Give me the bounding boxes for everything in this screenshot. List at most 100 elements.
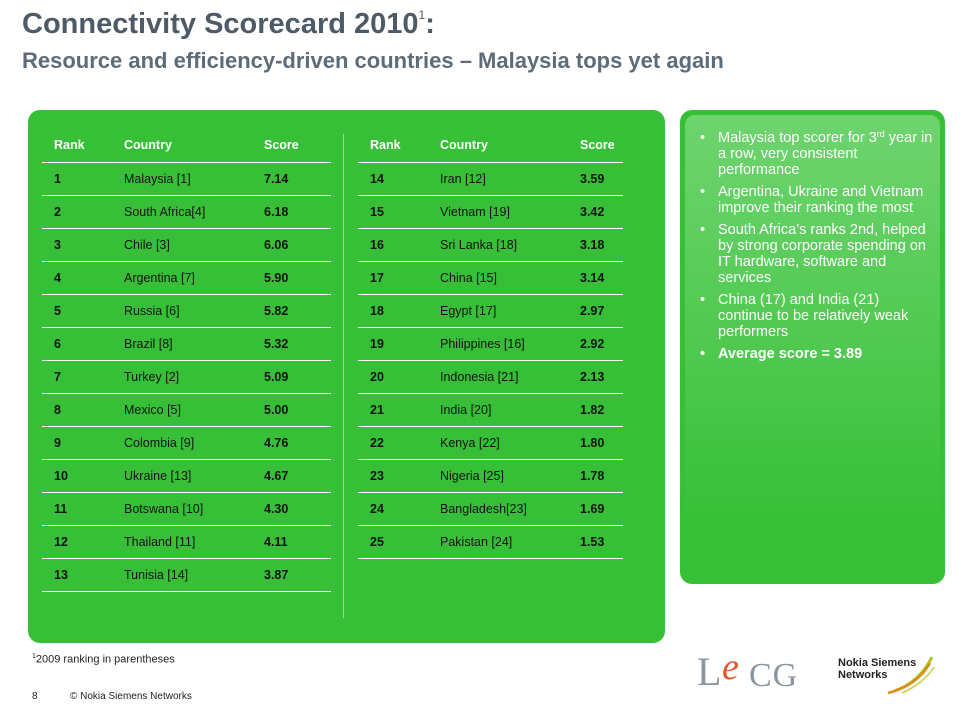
nsn-swoosh-icon (887, 656, 935, 695)
table-header-row: Rank Country Score (42, 128, 331, 163)
rank-cell: 18 (358, 294, 428, 328)
header-score: Score (568, 128, 623, 163)
table-divider (343, 134, 344, 618)
country-cell: Turkey [2] (112, 360, 252, 394)
table-row: 20 Indonesia [21] 2.13 (358, 360, 623, 394)
score-cell: 7.14 (252, 162, 331, 196)
rank-cell: 3 (42, 228, 112, 262)
score-cell: 2.92 (568, 327, 623, 361)
country-cell: Ukraine [13] (112, 459, 252, 493)
country-cell: Kenya [22] (428, 426, 568, 460)
highlight-item: Argentina, Ukraine and Vietnam improve t… (698, 184, 935, 216)
table-row: 19 Philippines [16] 2.92 (358, 327, 623, 361)
copyright: © Nokia Siemens Networks (70, 691, 192, 702)
score-cell: 4.76 (252, 426, 331, 460)
table-row: 6 Brazil [8] 5.32 (42, 327, 331, 361)
country-cell: China [15] (428, 261, 568, 295)
country-cell: Sri Lanka [18] (428, 228, 568, 262)
country-cell: Thailand [11] (112, 525, 252, 559)
country-cell: Mexico [5] (112, 393, 252, 427)
country-cell: Egypt [17] (428, 294, 568, 328)
table-row: 5 Russia [6] 5.82 (42, 294, 331, 328)
score-cell: 2.97 (568, 294, 623, 328)
scorecard-table-left: Rank Country Score 1 Malaysia [1] 7.14 2 Sou… (42, 128, 331, 592)
table-row: 18 Egypt [17] 2.97 (358, 294, 623, 328)
rank-cell: 14 (358, 162, 428, 196)
score-cell: 1.69 (568, 492, 623, 526)
footnote-marker: 1 (32, 653, 36, 660)
footnote: 12009 ranking in parentheses (32, 653, 175, 666)
table-row: 2 South Africa[4] 6.18 (42, 195, 331, 229)
score-cell: 6.06 (252, 228, 331, 262)
rank-cell: 11 (42, 492, 112, 526)
score-cell: 1.78 (568, 459, 623, 493)
highlight-item-average: Average score = 3.89 (698, 346, 935, 362)
lecg-logo: L e CG (697, 646, 807, 695)
table-row: 15 Vietnam [19] 3.42 (358, 195, 623, 229)
title-colon: : (425, 8, 435, 40)
country-cell: India [20] (428, 393, 568, 427)
country-cell: Chile [3] (112, 228, 252, 262)
title-text: Connectivity Scorecard 2010 (22, 8, 419, 40)
rank-cell: 9 (42, 426, 112, 460)
table-row: 14 Iran [12] 3.59 (358, 162, 623, 196)
country-cell: Nigeria [25] (428, 459, 568, 493)
header-country: Country (428, 128, 568, 163)
table-row: 7 Turkey [2] 5.09 (42, 360, 331, 394)
scorecard-table-panel: Rank Country Score 1 Malaysia [1] 7.14 2 Sou… (28, 110, 665, 643)
score-cell: 3.14 (568, 261, 623, 295)
score-cell: 3.87 (252, 558, 331, 592)
table-row: 10 Ukraine [13] 4.67 (42, 459, 331, 493)
header-score: Score (252, 128, 331, 163)
rank-cell: 8 (42, 393, 112, 427)
rank-cell: 2 (42, 195, 112, 229)
score-cell: 5.82 (252, 294, 331, 328)
score-cell: 2.13 (568, 360, 623, 394)
table-row: 12 Thailand [11] 4.11 (42, 525, 331, 559)
highlight-item: China (17) and India (21) continue to be… (698, 292, 935, 340)
table-row: 22 Kenya [22] 1.80 (358, 426, 623, 460)
lecg-logo-e: e (722, 646, 740, 688)
score-cell: 1.82 (568, 393, 623, 427)
nokia-siemens-networks-logo: Nokia Siemens Networks (832, 655, 937, 695)
highlight-superscript: rd (876, 129, 885, 139)
country-cell: Colombia [9] (112, 426, 252, 460)
rank-cell: 21 (358, 393, 428, 427)
rank-cell: 4 (42, 261, 112, 295)
country-cell: Russia [6] (112, 294, 252, 328)
rank-cell: 19 (358, 327, 428, 361)
rank-cell: 5 (42, 294, 112, 328)
score-cell: 5.90 (252, 261, 331, 295)
rank-cell: 10 (42, 459, 112, 493)
rank-cell: 6 (42, 327, 112, 361)
table-row: 21 India [20] 1.82 (358, 393, 623, 427)
nsn-logo-text: Nokia Siemens Networks (838, 657, 917, 681)
rank-cell: 7 (42, 360, 112, 394)
country-cell: Botswana [10] (112, 492, 252, 526)
title-footnote-marker: 1 (418, 8, 426, 22)
table-row: 16 Sri Lanka [18] 3.18 (358, 228, 623, 262)
score-cell: 3.59 (568, 162, 623, 196)
header-rank: Rank (42, 128, 112, 163)
table-body-right: 14 Iran [12] 3.59 15 Vietnam [19] 3.42 16 Sri L… (358, 162, 623, 559)
rank-cell: 16 (358, 228, 428, 262)
page-title: Connectivity Scorecard 20101: (22, 8, 435, 41)
country-cell: Indonesia [21] (428, 360, 568, 394)
page-number: 8 (32, 691, 38, 702)
country-cell: Iran [12] (428, 162, 568, 196)
table-row: 13 Tunisia [14] 3.87 (42, 558, 331, 592)
table-row: 17 China [15] 3.14 (358, 261, 623, 295)
footnote-text: 2009 ranking in parentheses (35, 653, 175, 666)
table-row: 4 Argentina [7] 5.90 (42, 261, 331, 295)
country-cell: Brazil [8] (112, 327, 252, 361)
rank-cell: 1 (42, 162, 112, 196)
table-header-row: Rank Country Score (358, 128, 623, 163)
table-row: 23 Nigeria [25] 1.78 (358, 459, 623, 493)
highlight-text: Malaysia top scorer for 3 (718, 130, 877, 146)
highlight-item: South Africa’s ranks 2nd, helped by stro… (698, 222, 935, 286)
score-cell: 3.18 (568, 228, 623, 262)
score-cell: 4.30 (252, 492, 331, 526)
highlight-item: Malaysia top scorer for 3rd year in a ro… (698, 129, 935, 179)
rank-cell: 13 (42, 558, 112, 592)
country-cell: Bangladesh[23] (428, 492, 568, 526)
